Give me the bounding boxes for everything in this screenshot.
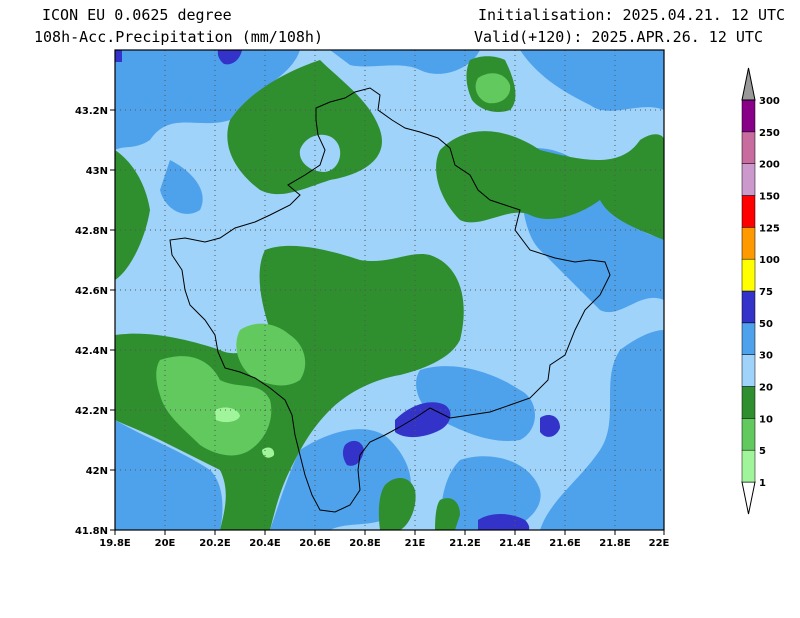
lon-label: 19.8E [99,538,131,549]
lon-label: 22E [649,538,670,549]
lat-label: 43N [86,166,108,177]
legend-swatch [741,99,756,133]
legend-swatch [741,322,756,355]
lat-label: 43.2N [75,106,108,117]
legend-swatch [741,449,756,483]
legend-level-label: 200 [759,160,780,171]
legend-level-label: 125 [759,223,780,234]
lon-label: 21.6E [549,538,581,549]
legend-swatch [741,354,756,387]
lat-label: 42.6N [75,286,108,297]
longitude-labels: 19.8E 20E 20.2E 20.4E 20.6E 20.8E 21E 21… [99,538,669,549]
legend-swatch [741,290,756,324]
init-time: Initialisation: 2025.04.21. 12 UTC [478,6,786,24]
legend-level-label: 5 [759,446,766,457]
legend-upper-cap [741,67,756,101]
lat-label: 42N [86,466,108,477]
model-title: ICON EU 0.0625 degree [42,6,232,24]
lon-label: 20.8E [349,538,381,549]
legend-level-label: 20 [759,383,773,394]
legend-swatch [741,163,756,196]
legend-lower-cap [741,481,756,515]
precipitation-field [115,50,664,530]
graticule [115,50,664,530]
country-border [169,87,611,513]
lon-label: 20.2E [199,538,231,549]
lon-label: 21.2E [449,538,481,549]
lat-label: 42.2N [75,406,108,417]
lon-label: 21.8E [599,538,631,549]
variable-title: 108h-Acc.Precipitation (mm/108h) [34,28,323,46]
legend-level-label: 10 [759,414,773,425]
latitude-labels: 43.2N 43N 42.8N 42.6N 42.4N 42.2N 42N 41… [75,106,108,537]
legend-swatch [741,418,756,451]
color-legend: 1 5 10 20 30 50 75 100 125 150 200 250 300 [741,67,780,515]
lon-label: 21.4E [499,538,531,549]
legend-level-label: 100 [759,255,780,266]
legend-level-label: 300 [759,96,780,107]
legend-swatch [741,131,756,164]
legend-swatch [741,386,756,419]
lon-label: 20.4E [249,538,281,549]
lat-label: 42.4N [75,346,108,357]
legend-level-label: 50 [759,319,773,330]
legend-swatch [741,227,756,260]
legend-level-label: 30 [759,351,773,362]
lon-label: 21E [405,538,426,549]
valid-time: Valid(+120): 2025.APR.26. 12 UTC [474,28,763,46]
legend-level-label: 1 [759,478,766,489]
legend-level-label: 250 [759,128,780,139]
lat-label: 41.8N [75,526,108,537]
legend-level-label: 150 [759,192,780,203]
lon-label: 20.6E [299,538,331,549]
legend-swatch [741,258,756,292]
legend-level-label: 75 [759,287,773,298]
lon-label: 20E [155,538,176,549]
legend-swatch [741,195,756,228]
lat-label: 42.8N [75,226,108,237]
